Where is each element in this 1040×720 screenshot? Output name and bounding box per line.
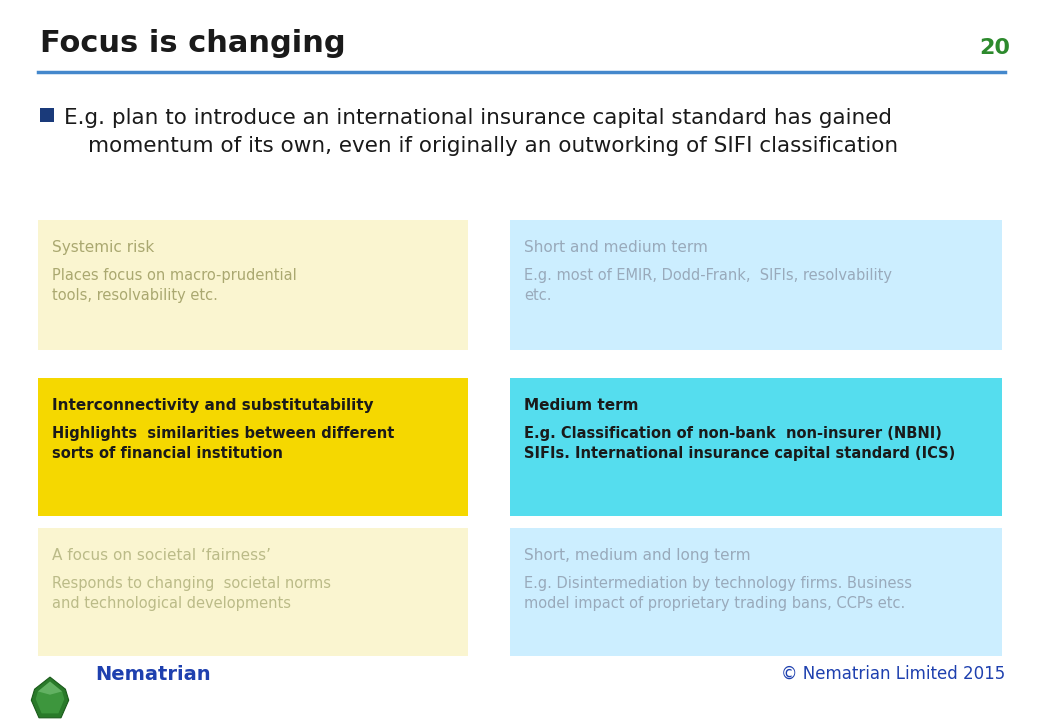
Bar: [510, 220, 1002, 350]
Text: Focus is changing: Focus is changing: [40, 29, 345, 58]
Polygon shape: [35, 682, 64, 714]
Bar: [510, 528, 1002, 656]
Text: Nematrian: Nematrian: [95, 665, 211, 684]
Text: Responds to changing  societal norms
and technological developments: Responds to changing societal norms and …: [52, 576, 331, 611]
Bar: [38, 528, 468, 656]
Text: E.g. Classification of non-bank  non-insurer (NBNI)
SIFIs. International insuran: E.g. Classification of non-bank non-insu…: [524, 426, 956, 461]
Text: Systemic risk: Systemic risk: [52, 240, 154, 255]
Text: Highlights  similarities between different
sorts of financial institution: Highlights similarities between differen…: [52, 426, 394, 461]
Polygon shape: [31, 677, 69, 718]
Text: E.g. plan to introduce an international insurance capital standard has gained: E.g. plan to introduce an international …: [64, 108, 892, 128]
Text: Short, medium and long term: Short, medium and long term: [524, 548, 751, 563]
Text: 20: 20: [979, 38, 1010, 58]
Bar: [510, 378, 1002, 516]
Text: E.g. most of EMIR, Dodd-Frank,  SIFIs, resolvability
etc.: E.g. most of EMIR, Dodd-Frank, SIFIs, re…: [524, 268, 892, 303]
Bar: [40, 108, 54, 122]
Bar: [38, 378, 468, 516]
Text: Short and medium term: Short and medium term: [524, 240, 708, 255]
Text: E.g. Disintermediation by technology firms. Business
model impact of proprietary: E.g. Disintermediation by technology fir…: [524, 576, 912, 611]
Text: A focus on societal ‘fairness’: A focus on societal ‘fairness’: [52, 548, 271, 563]
Text: momentum of its own, even if originally an outworking of SIFI classification: momentum of its own, even if originally …: [88, 136, 899, 156]
Text: © Nematrian Limited 2015: © Nematrian Limited 2015: [781, 665, 1005, 683]
Text: Interconnectivity and substitutability: Interconnectivity and substitutability: [52, 398, 373, 413]
Text: Places focus on macro-prudential
tools, resolvability etc.: Places focus on macro-prudential tools, …: [52, 268, 296, 303]
Bar: [38, 220, 468, 350]
Polygon shape: [37, 682, 62, 695]
Text: Medium term: Medium term: [524, 398, 639, 413]
